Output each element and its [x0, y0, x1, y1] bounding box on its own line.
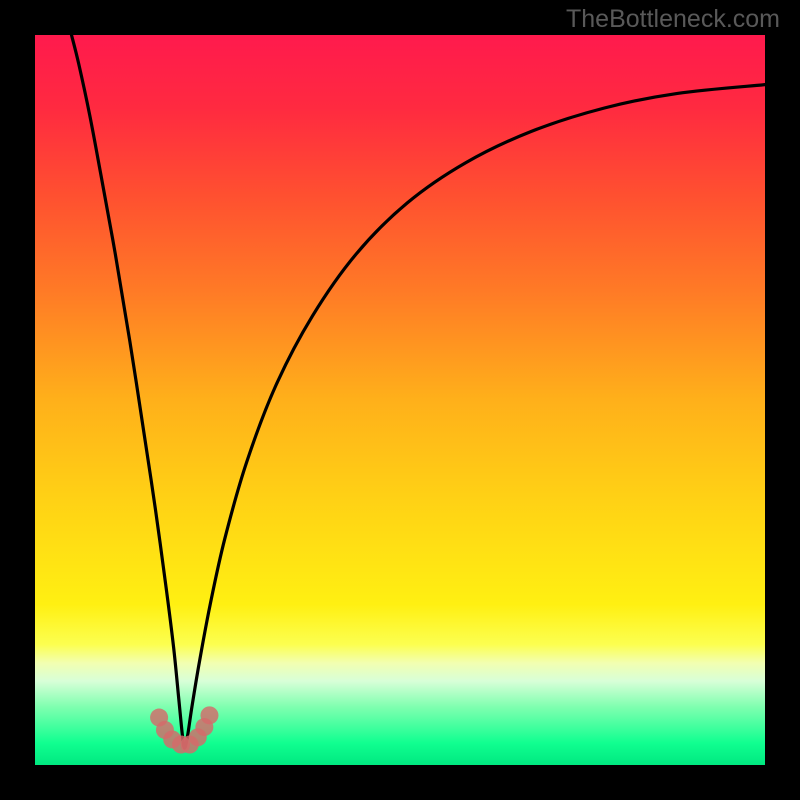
bottleneck-markers: [35, 35, 765, 765]
plot-area: [35, 35, 765, 765]
watermark-text: TheBottleneck.com: [566, 5, 780, 34]
marker-point: [200, 706, 218, 724]
